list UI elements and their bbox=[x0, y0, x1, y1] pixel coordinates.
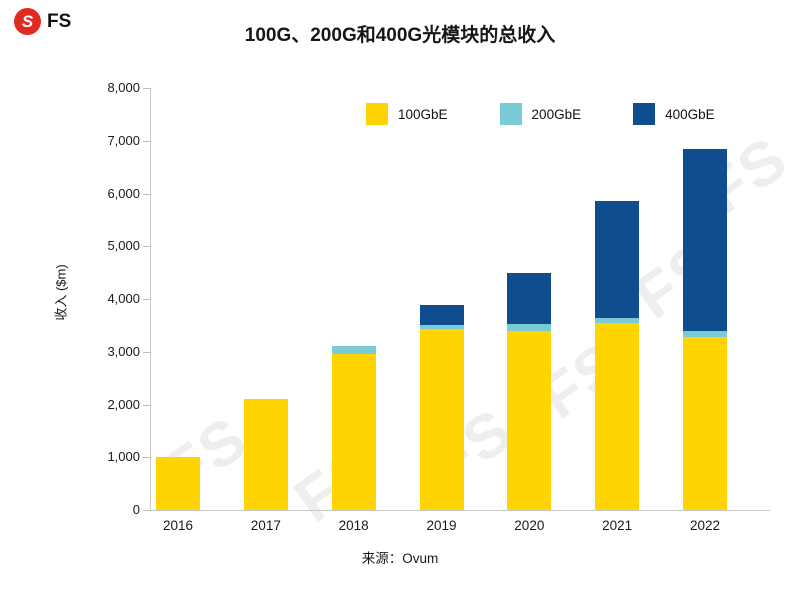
legend: 100GbE 200GbE 400GbE bbox=[366, 103, 715, 125]
y-tick-mark bbox=[143, 246, 150, 248]
y-axis-title: 收入 ($m) bbox=[53, 264, 69, 321]
y-tick-mark bbox=[143, 88, 150, 89]
y-tick-label: 7,000 bbox=[107, 132, 140, 148]
x-tick-label: 2017 bbox=[250, 518, 281, 533]
chart-title: 100G、200G和400G光模块的总收入 bbox=[244, 25, 556, 46]
legend-label: 400GbE bbox=[665, 106, 715, 122]
bar-100GbE-2021 bbox=[595, 323, 640, 510]
y-tick-label: 2,000 bbox=[107, 396, 140, 412]
bar-100GbE-2019 bbox=[419, 329, 464, 510]
bar-100GbE-2022 bbox=[683, 336, 727, 510]
y-axis-line bbox=[150, 88, 151, 511]
bar-200GbE-2019 bbox=[419, 324, 464, 330]
y-tick-mark bbox=[143, 299, 150, 300]
bar-400GbE-2019 bbox=[419, 305, 464, 325]
x-tick-label: 2022 bbox=[689, 518, 721, 533]
bar-100GbE-2016 bbox=[156, 457, 200, 510]
y-tick-mark bbox=[143, 351, 150, 353]
y-tick-label: 1,000 bbox=[107, 449, 140, 465]
bar-400GbE-2022 bbox=[683, 148, 727, 331]
fs-logo-text: FS bbox=[47, 10, 72, 32]
legend-swatch-200GbE bbox=[499, 103, 522, 125]
bar-200GbE-2021 bbox=[595, 317, 640, 324]
y-tick-label: 0 bbox=[132, 502, 140, 517]
x-tick-label: 2020 bbox=[514, 518, 545, 533]
fs-logo-icon: S bbox=[14, 8, 41, 35]
y-tick-label: 6,000 bbox=[107, 185, 140, 201]
x-tick-label: 2021 bbox=[602, 518, 633, 533]
y-tick-mark bbox=[143, 404, 150, 406]
y-tick-mark bbox=[143, 457, 150, 459]
x-tick-label: 2018 bbox=[338, 518, 369, 533]
bar-100GbE-2017 bbox=[243, 399, 288, 510]
bar-200GbE-2018 bbox=[331, 346, 376, 355]
legend-item-100GbE: 100GbE bbox=[366, 103, 448, 125]
legend-item-400GbE: 400GbE bbox=[633, 103, 715, 125]
bar-400GbE-2020 bbox=[507, 272, 552, 325]
source-text: 来源：Ovum bbox=[361, 551, 439, 566]
y-tick-mark bbox=[143, 510, 150, 511]
y-tick-mark bbox=[143, 140, 150, 142]
y-tick-label: 8,000 bbox=[107, 80, 140, 95]
legend-swatch-100GbE bbox=[366, 103, 388, 125]
legend-item-200GbE: 200GbE bbox=[499, 103, 582, 125]
bar-200GbE-2020 bbox=[507, 324, 552, 331]
bar-100GbE-2020 bbox=[507, 330, 552, 510]
legend-label: 100GbE bbox=[398, 106, 448, 122]
bar-400GbE-2021 bbox=[595, 201, 640, 318]
y-tick-mark bbox=[143, 193, 150, 195]
bar-200GbE-2022 bbox=[683, 330, 727, 337]
x-tick-label: 2019 bbox=[426, 518, 457, 533]
bar-100GbE-2018 bbox=[331, 354, 376, 510]
y-tick-label: 3,000 bbox=[107, 343, 140, 359]
legend-label: 200GbE bbox=[531, 106, 582, 122]
y-tick-label: 4,000 bbox=[107, 291, 140, 306]
x-axis-line bbox=[150, 510, 770, 511]
y-tick-label: 5,000 bbox=[107, 238, 140, 254]
legend-swatch-400GbE bbox=[633, 103, 656, 125]
fs-logo: S FS bbox=[14, 8, 71, 35]
x-tick-label: 2016 bbox=[162, 518, 194, 533]
